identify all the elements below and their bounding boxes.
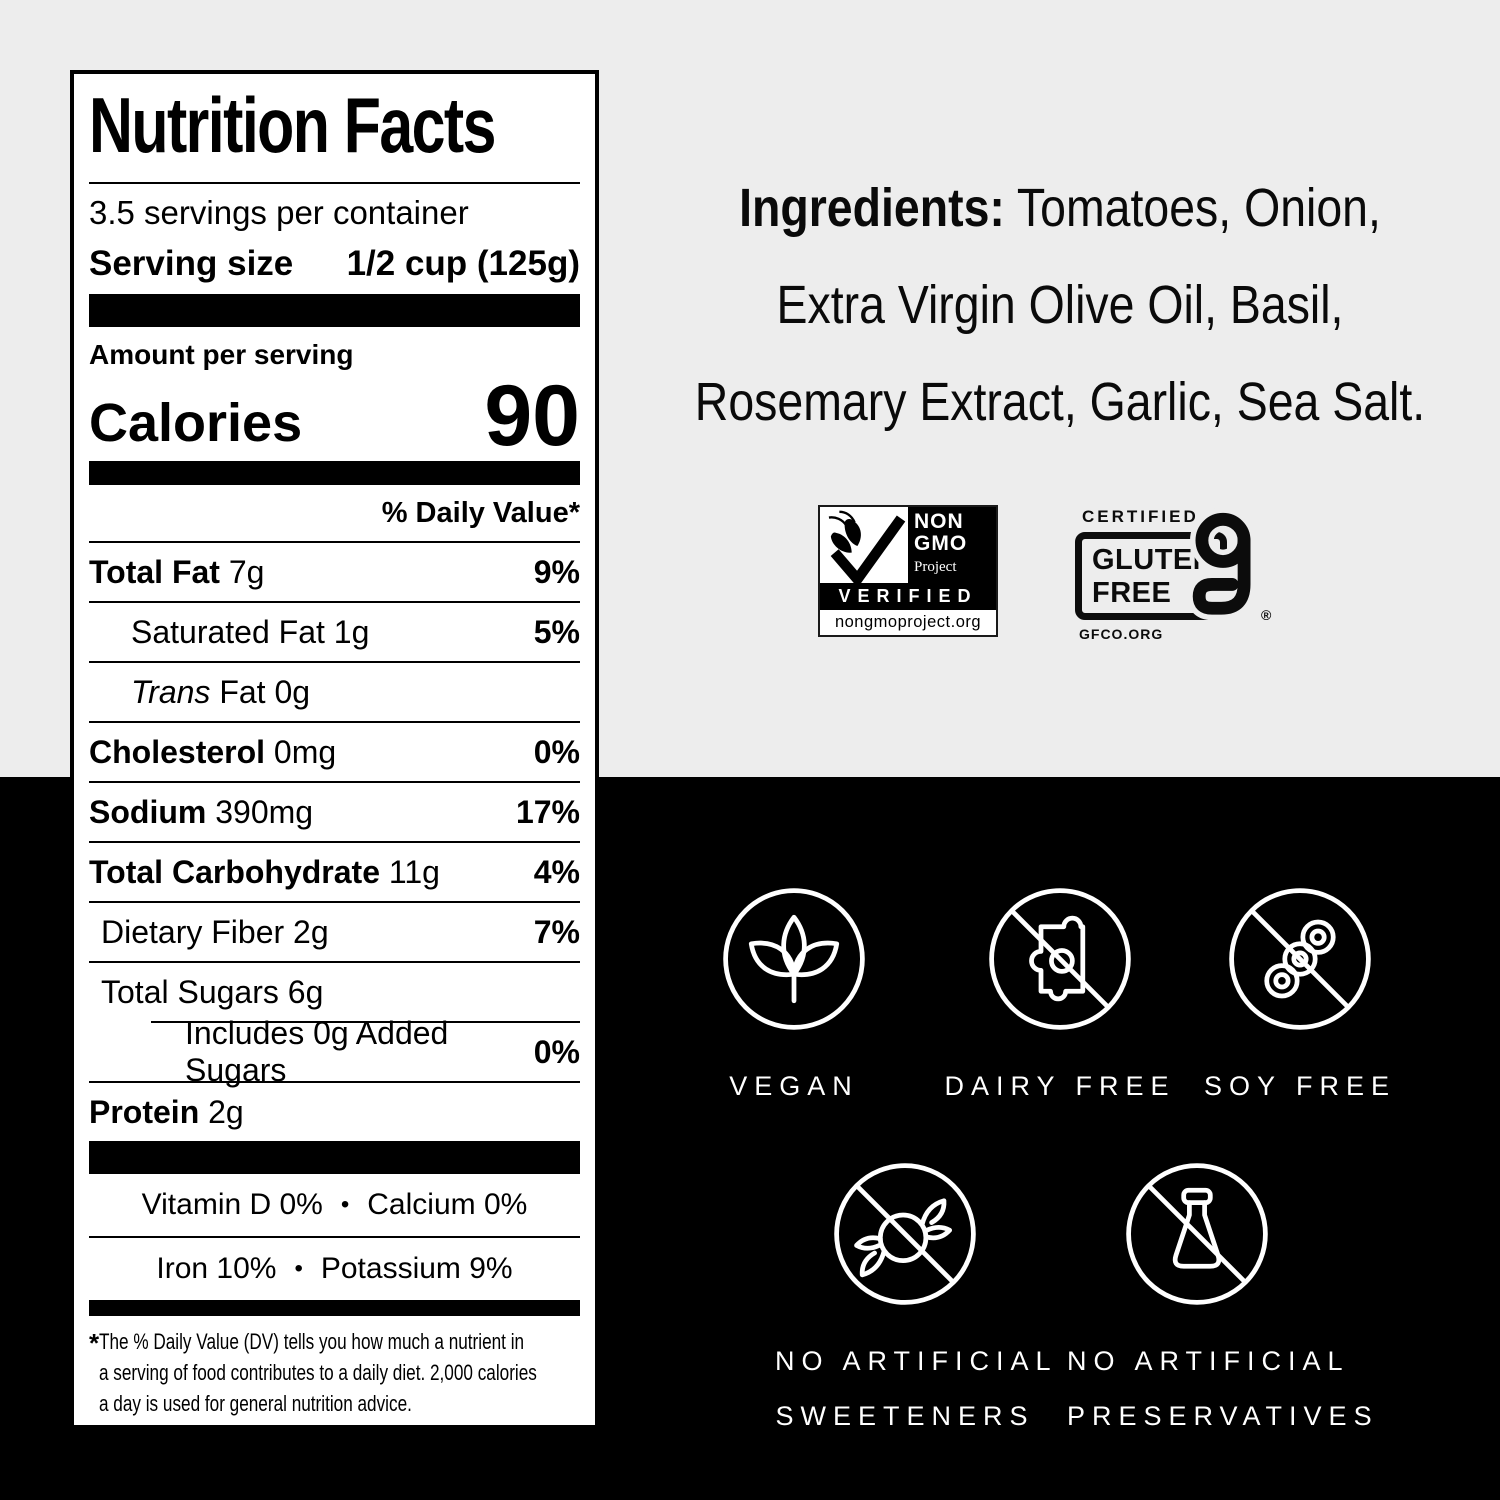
dairy-free-label: DAIRY FREE <box>944 1071 1176 1101</box>
divider-rule <box>151 1021 580 1023</box>
certified-gluten-free-badge: CERTIFIED GLUTEN FREE ® GFCO.ORG <box>1075 507 1275 647</box>
no-sweeteners-candy-icon <box>834 1163 976 1305</box>
footnote-line: a day is used for general nutrition advi… <box>99 1391 413 1416</box>
non-gmo-word-non: NON <box>914 510 964 533</box>
ingredients-lead: Ingredients: <box>739 178 1005 238</box>
non-gmo-url: nongmoproject.org <box>834 613 982 631</box>
divider-rule <box>89 661 580 663</box>
footnote: * The % Daily Value (DV) tells you how m… <box>89 1326 580 1419</box>
divider-rule <box>89 541 580 543</box>
gluten-free-certified-text: CERTIFIED <box>1082 507 1199 526</box>
non-gmo-project-badge: NON GMO Project VERIFIED nongmoproject.o… <box>818 505 998 637</box>
dairy-free-seal: DAIRY FREE <box>930 883 1190 1114</box>
footnote-line: The % Daily Value (DV) tells you how muc… <box>99 1329 525 1354</box>
no-sweeteners-label-line1: NO ARTIFICIAL <box>775 1346 1058 1376</box>
nutrient-row: Sodium 390mg 17% <box>89 793 580 830</box>
calories-label: Calories <box>89 393 303 453</box>
nutrient-row: Cholesterol 0mg 0% <box>89 733 580 770</box>
soy-free-seal: SOY FREE <box>1170 883 1430 1114</box>
non-gmo-word-gmo: GMO <box>914 532 968 555</box>
calories-value: 90 <box>484 368 580 464</box>
vitamin-d-value: Vitamin D 0% <box>141 1188 323 1221</box>
no-preservatives-label-line1: NO ARTIFICIAL <box>1067 1346 1350 1376</box>
daily-value-header: % Daily Value* <box>381 496 580 529</box>
no-sweeteners-label: NO ARTIFICIAL SWEETENERS <box>775 1334 1058 1444</box>
footnote-line: a serving of food contributes to a daily… <box>99 1360 537 1385</box>
nutrition-facts-label: Nutrition Facts 3.5 servings per contain… <box>70 70 599 1429</box>
nutrition-title: Nutrition Facts <box>89 81 496 169</box>
dairy-free-cheese-icon <box>989 888 1131 1030</box>
divider-rule <box>89 961 580 963</box>
nutrient-row: Includes 0g Added Sugars 0% <box>185 1015 580 1088</box>
vegan-seal: VEGAN <box>664 883 924 1114</box>
ingredients-line: Rosemary Extract, Garlic, Sea Salt. <box>694 372 1426 432</box>
nutrient-row: Trans Fat 0g <box>131 673 311 710</box>
nutrient-row: Protein 2g <box>89 1093 244 1130</box>
vegan-leaf-icon <box>723 888 865 1030</box>
ingredients-line1-rest: Tomatoes, Onion, <box>1004 178 1381 238</box>
no-artificial-preservatives-seal: NO ARTIFICIAL PRESERVATIVES <box>1067 1158 1379 1444</box>
non-gmo-verified-bar: VERIFIED <box>820 583 996 610</box>
gfco-org-text: GFCO.ORG <box>1079 626 1164 642</box>
nutrient-rows: Total Fat 7g 9% Saturated Fat 1g 5% Trans Fa… <box>89 543 580 1141</box>
divider-rule <box>89 1081 580 1083</box>
no-preservatives-label: NO ARTIFICIAL PRESERVATIVES <box>1067 1334 1379 1444</box>
non-gmo-butterfly-icon <box>820 507 908 588</box>
divider-bar-medium <box>89 461 580 485</box>
no-sweeteners-label-line2: SWEETENERS <box>775 1401 1035 1431</box>
ingredients-line: Extra Virgin Olive Oil, Basil, <box>776 275 1344 335</box>
footnote-asterisk: * <box>89 1328 100 1358</box>
divider-bar-thick <box>89 294 580 327</box>
nutrition-title-block: Nutrition Facts <box>89 74 580 184</box>
soy-free-soybean-icon <box>1229 888 1371 1030</box>
no-preservatives-flask-icon <box>1126 1163 1268 1305</box>
no-preservatives-label-line2: PRESERVATIVES <box>1067 1401 1379 1431</box>
divider-bar-small <box>89 1300 580 1316</box>
serving-size-label: Serving size <box>89 244 294 283</box>
vitamin-row: Vitamin D 0% • Calcium 0% <box>89 1174 580 1236</box>
divider-rule <box>89 901 580 903</box>
ingredients-text: Ingredients: Tomatoes, Onion, Extra Virg… <box>613 160 1500 451</box>
divider-rule <box>89 721 580 723</box>
registered-mark: ® <box>1261 607 1272 623</box>
non-gmo-word-project: Project <box>914 559 957 575</box>
divider-rule <box>89 781 580 783</box>
servings-per-container: 3.5 servings per container <box>89 194 469 231</box>
gfco-g-icon <box>1179 507 1267 632</box>
footnote-text: The % Daily Value (DV) tells you how muc… <box>99 1326 537 1419</box>
nutrient-row: Total Carbohydrate 11g 4% <box>89 853 580 890</box>
no-artificial-sweeteners-seal: NO ARTIFICIAL SWEETENERS <box>775 1158 1058 1444</box>
serving-size-row: Serving size 1/2 cup (125g) <box>89 234 580 294</box>
calories-row: Calories 90 <box>89 368 580 464</box>
serving-size-value: 1/2 cup (125g) <box>346 244 580 283</box>
bullet-separator: • <box>294 1255 303 1282</box>
ingredients-line: Ingredients: Tomatoes, Onion, <box>613 160 1500 257</box>
divider-rule <box>89 601 580 603</box>
nutrient-row: Saturated Fat 1g 5% <box>131 613 580 650</box>
nutrient-row: Dietary Fiber 2g 7% <box>101 913 580 950</box>
vegan-label: VEGAN <box>729 1071 859 1101</box>
soy-free-label: SOY FREE <box>1203 1071 1397 1101</box>
divider-rule <box>89 841 580 843</box>
divider-rule <box>89 1236 580 1238</box>
gluten-free-word-free: FREE <box>1092 577 1172 609</box>
non-gmo-top: NON GMO Project <box>820 507 996 588</box>
potassium-value: Potassium 9% <box>320 1252 513 1285</box>
amount-per-serving-label: Amount per serving <box>89 339 354 370</box>
bullet-separator: • <box>340 1191 350 1218</box>
vitamin-row: Iron 10% • Potassium 9% <box>89 1238 580 1300</box>
iron-value: Iron 10% <box>156 1252 277 1285</box>
non-gmo-wordmark: NON GMO Project <box>908 507 996 583</box>
calcium-value: Calcium 0% <box>367 1188 528 1221</box>
divider-bar-thick <box>89 1141 580 1174</box>
nutrient-row: Total Fat 7g 9% <box>89 553 580 590</box>
nutrient-row: Total Sugars 6g <box>101 973 324 1010</box>
